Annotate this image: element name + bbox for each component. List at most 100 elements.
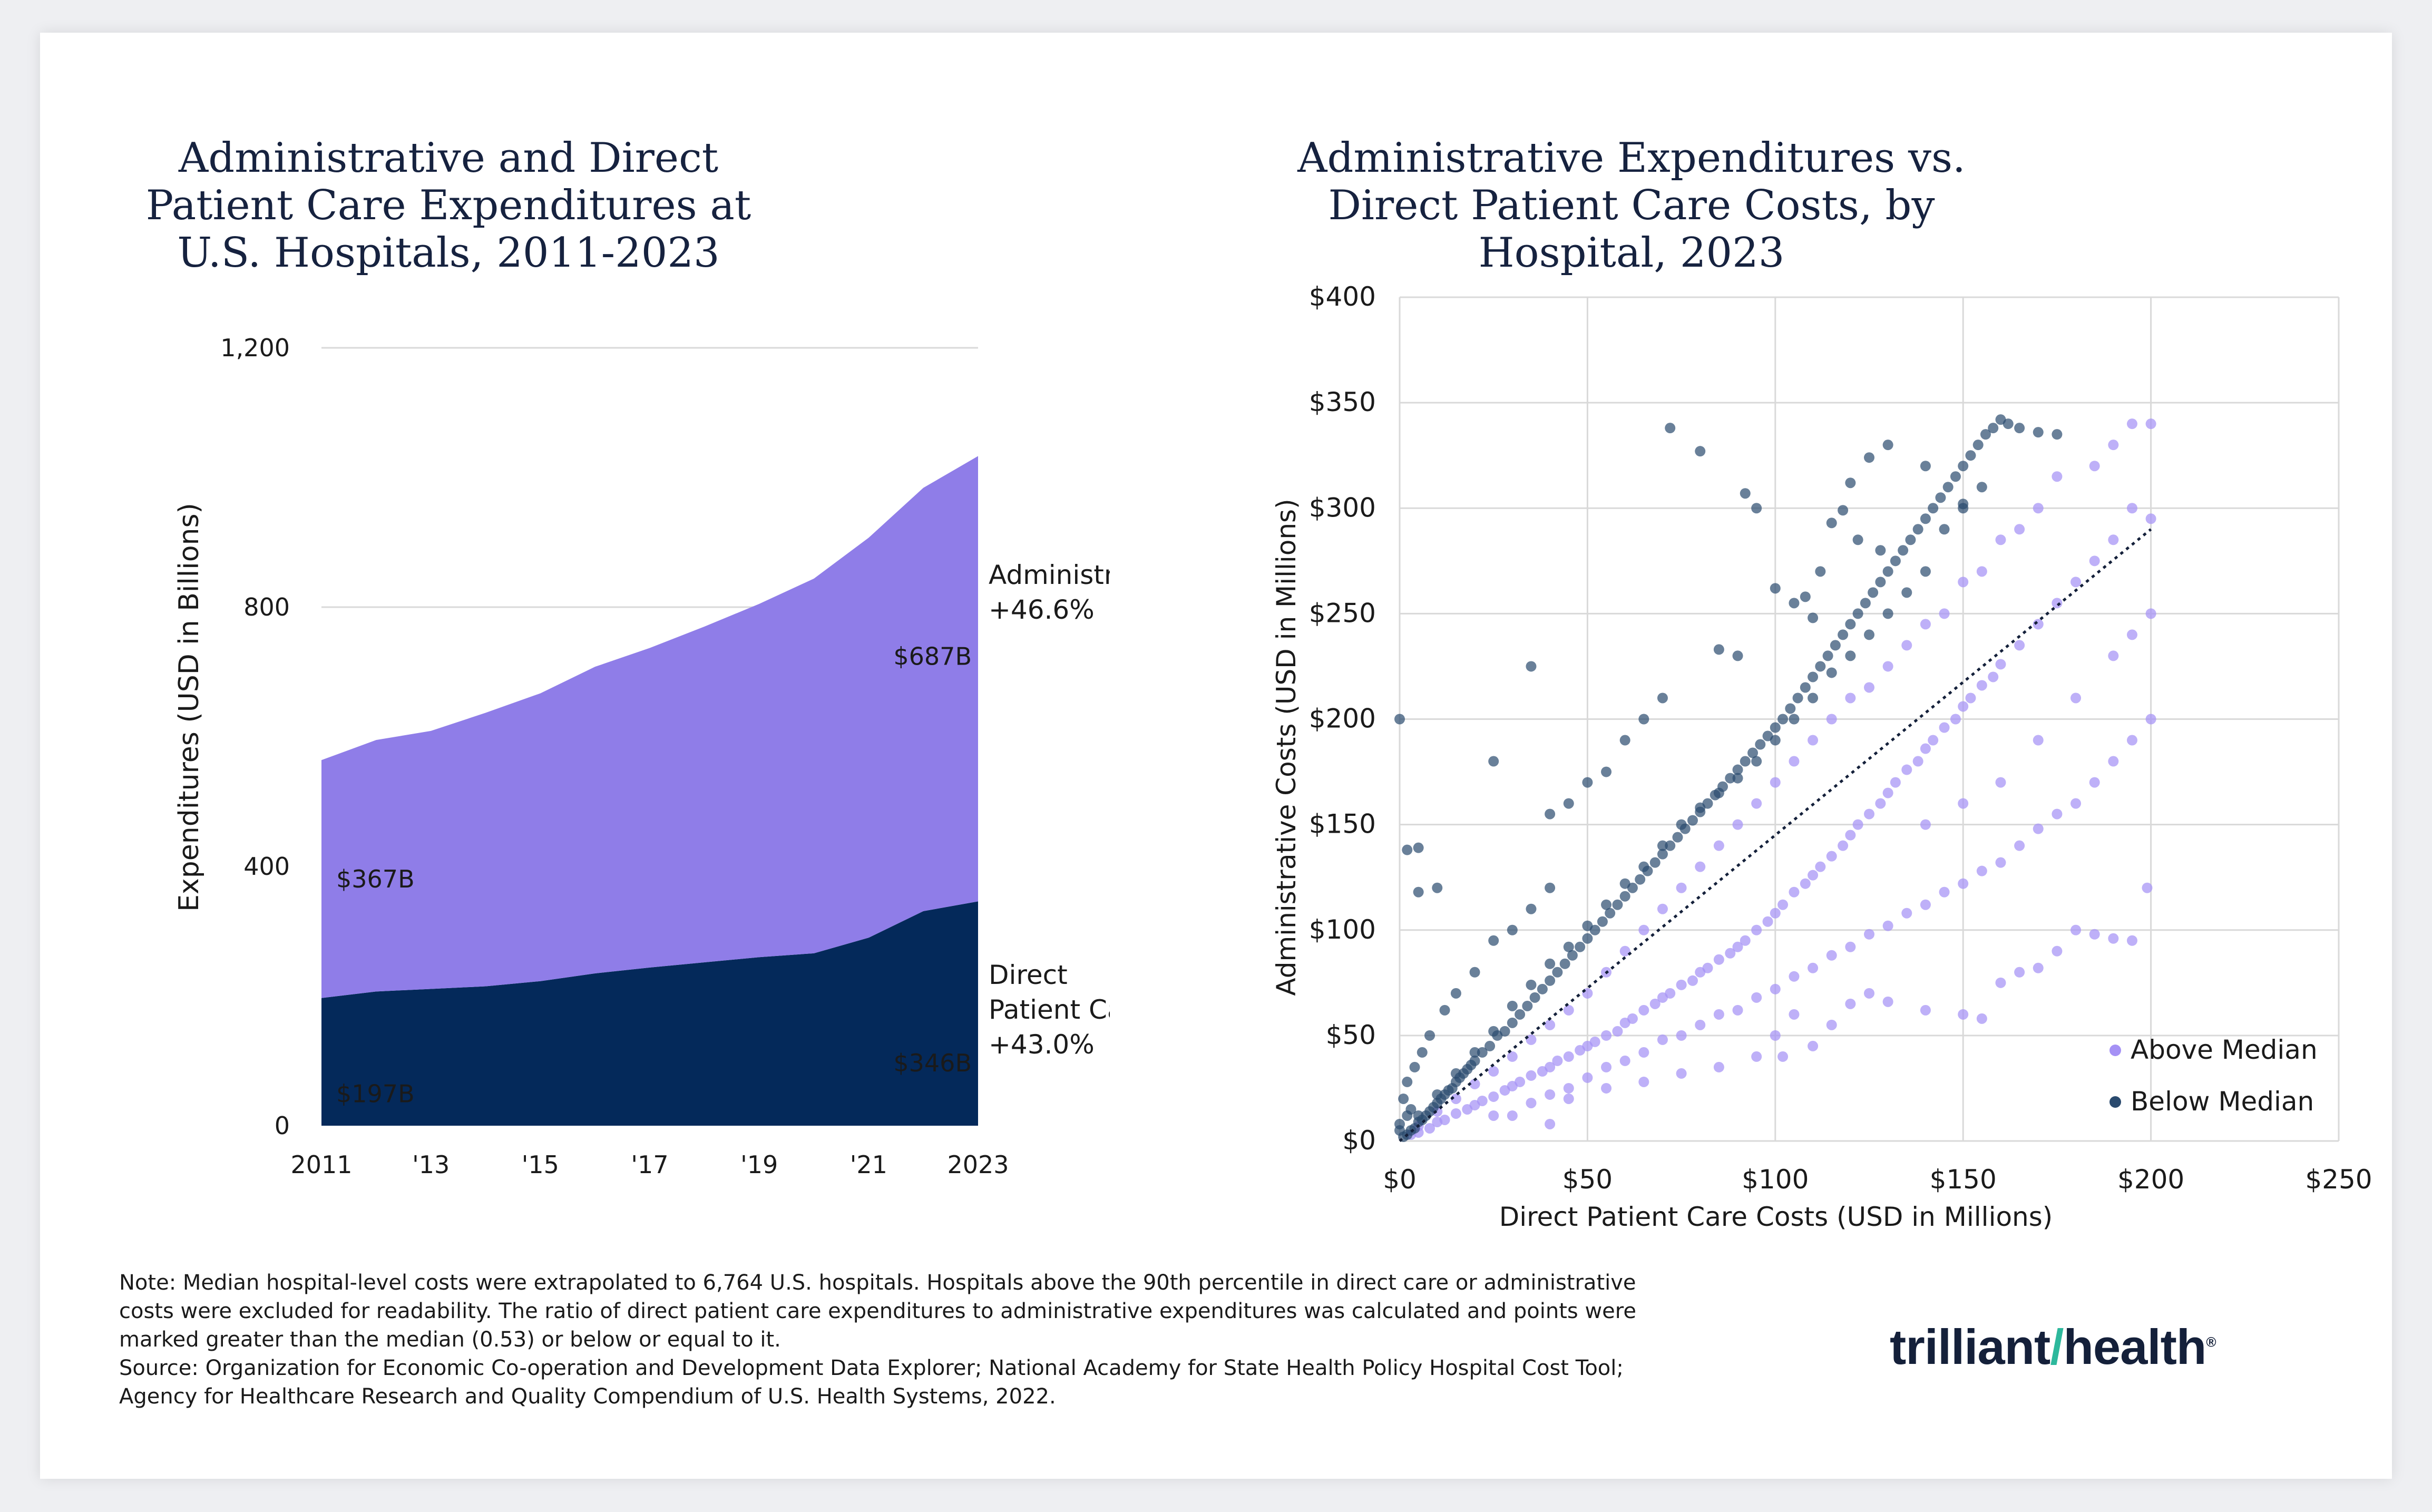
point-below-median [1545, 808, 1556, 820]
point-below-median [1928, 503, 1939, 514]
point-above-median [2033, 823, 2044, 834]
point-below-median [1402, 1110, 1413, 1121]
point-below-median [1808, 671, 1819, 682]
point-below-median [1450, 988, 1461, 999]
point-below-median [2052, 429, 2063, 440]
scatter-x-axis-title: Direct Patient Care Costs (USD in Millio… [1499, 1202, 2053, 1232]
point-below-median [1838, 505, 1849, 516]
point-above-median [2033, 619, 2044, 630]
point-below-median [1755, 739, 1766, 750]
scatter-trend-line [1399, 528, 2152, 1142]
y-tick-label: $400 [1309, 281, 1376, 312]
point-above-median [1950, 714, 1961, 725]
point-below-median [1777, 714, 1789, 725]
point-below-median [1552, 967, 1563, 978]
point-below-median [1845, 619, 1856, 630]
point-above-median [1702, 962, 1713, 973]
area-administrative [321, 456, 978, 998]
point-below-median [1638, 861, 1649, 872]
point-above-median [1450, 1108, 1461, 1119]
data-label-end: $687B [893, 642, 972, 671]
point-above-median [1732, 1004, 1743, 1016]
point-above-median [1589, 1036, 1600, 1047]
y-tick-label: 800 [243, 593, 290, 621]
point-above-median [2145, 714, 2156, 725]
point-above-median [1826, 1019, 1837, 1030]
x-tick-label: '21 [850, 1150, 887, 1179]
x-tick-label: $250 [2305, 1164, 2372, 1195]
point-below-median [1713, 644, 1724, 655]
point-above-median [2089, 555, 2100, 567]
point-below-median [1950, 471, 1961, 482]
point-below-median [1563, 941, 1574, 952]
point-below-median [1965, 450, 1976, 461]
data-label-end: $346B [893, 1049, 972, 1077]
point-above-median [1545, 1089, 1556, 1100]
point-above-median [1563, 1051, 1574, 1062]
point-above-median [1770, 908, 1781, 919]
point-above-median [1826, 950, 1837, 961]
point-below-median [1792, 692, 1803, 704]
note-line: Note: Median hospital-level costs were e… [119, 1271, 1636, 1295]
point-above-median [1439, 1114, 1450, 1125]
point-above-median [1649, 998, 1661, 1009]
point-below-median [1901, 587, 1912, 598]
area-chart-y-axis: 0 400 800 1,200 [220, 334, 290, 1140]
point-below-median [1695, 446, 1706, 457]
x-tick-label: '15 [522, 1150, 559, 1179]
point-below-median [1526, 661, 1537, 672]
point-below-median [1657, 848, 1668, 860]
point-above-median [1627, 1013, 1638, 1024]
point-above-median [1488, 1066, 1499, 1077]
point-above-median [1638, 924, 1649, 935]
point-below-median [1526, 903, 1537, 914]
point-above-median [2145, 608, 2156, 619]
point-above-median [1601, 1082, 1612, 1094]
point-below-median [1980, 429, 1991, 440]
point-above-median [1424, 1123, 1435, 1134]
point-above-median [1789, 1009, 1800, 1020]
point-below-median [1808, 692, 1819, 704]
point-above-median [2089, 929, 2100, 940]
point-above-median [1638, 1004, 1649, 1016]
series-legend-line: Patient Care [989, 994, 1110, 1025]
point-above-median [1958, 798, 1969, 809]
point-above-median [1864, 808, 1874, 820]
point-below-median [1432, 882, 1443, 893]
logo-swoosh-icon: / [2050, 1319, 2064, 1374]
point-above-median [1988, 671, 1999, 682]
point-below-median [1657, 840, 1668, 851]
point-below-median [1605, 908, 1616, 919]
point-above-median [2108, 756, 2119, 767]
point-above-median [1563, 1093, 1574, 1104]
point-above-median [1864, 929, 1874, 940]
area-chart-y-axis-title: Expenditures (USD in Billions) [173, 503, 205, 912]
point-below-median [1732, 650, 1743, 661]
point-above-median [1845, 830, 1856, 841]
point-below-median [1882, 440, 1893, 451]
point-below-median [1687, 815, 1698, 826]
point-above-median [1713, 1009, 1724, 1020]
point-above-median [1838, 840, 1849, 851]
y-tick-label: $300 [1309, 492, 1376, 523]
point-above-median [1826, 714, 1837, 725]
point-below-median [1920, 566, 1931, 577]
point-above-median [1976, 1013, 1987, 1024]
point-below-median [1864, 452, 1874, 463]
point-above-median [2108, 440, 2119, 451]
point-below-median [1800, 682, 1811, 693]
point-above-median [1545, 1061, 1556, 1072]
point-below-median [1939, 524, 1950, 535]
point-above-median [2108, 534, 2119, 545]
point-above-median [1777, 899, 1789, 910]
point-below-median [1935, 492, 1946, 503]
y-tick-label: 400 [243, 852, 290, 881]
point-below-median [1740, 756, 1751, 767]
point-below-median [1582, 777, 1593, 788]
point-below-median [1676, 819, 1687, 830]
point-above-median [1864, 682, 1874, 693]
point-above-median [1808, 870, 1819, 881]
point-below-median [1815, 661, 1826, 672]
area-direct-patient-care [321, 901, 978, 1126]
point-below-median [1785, 703, 1796, 714]
